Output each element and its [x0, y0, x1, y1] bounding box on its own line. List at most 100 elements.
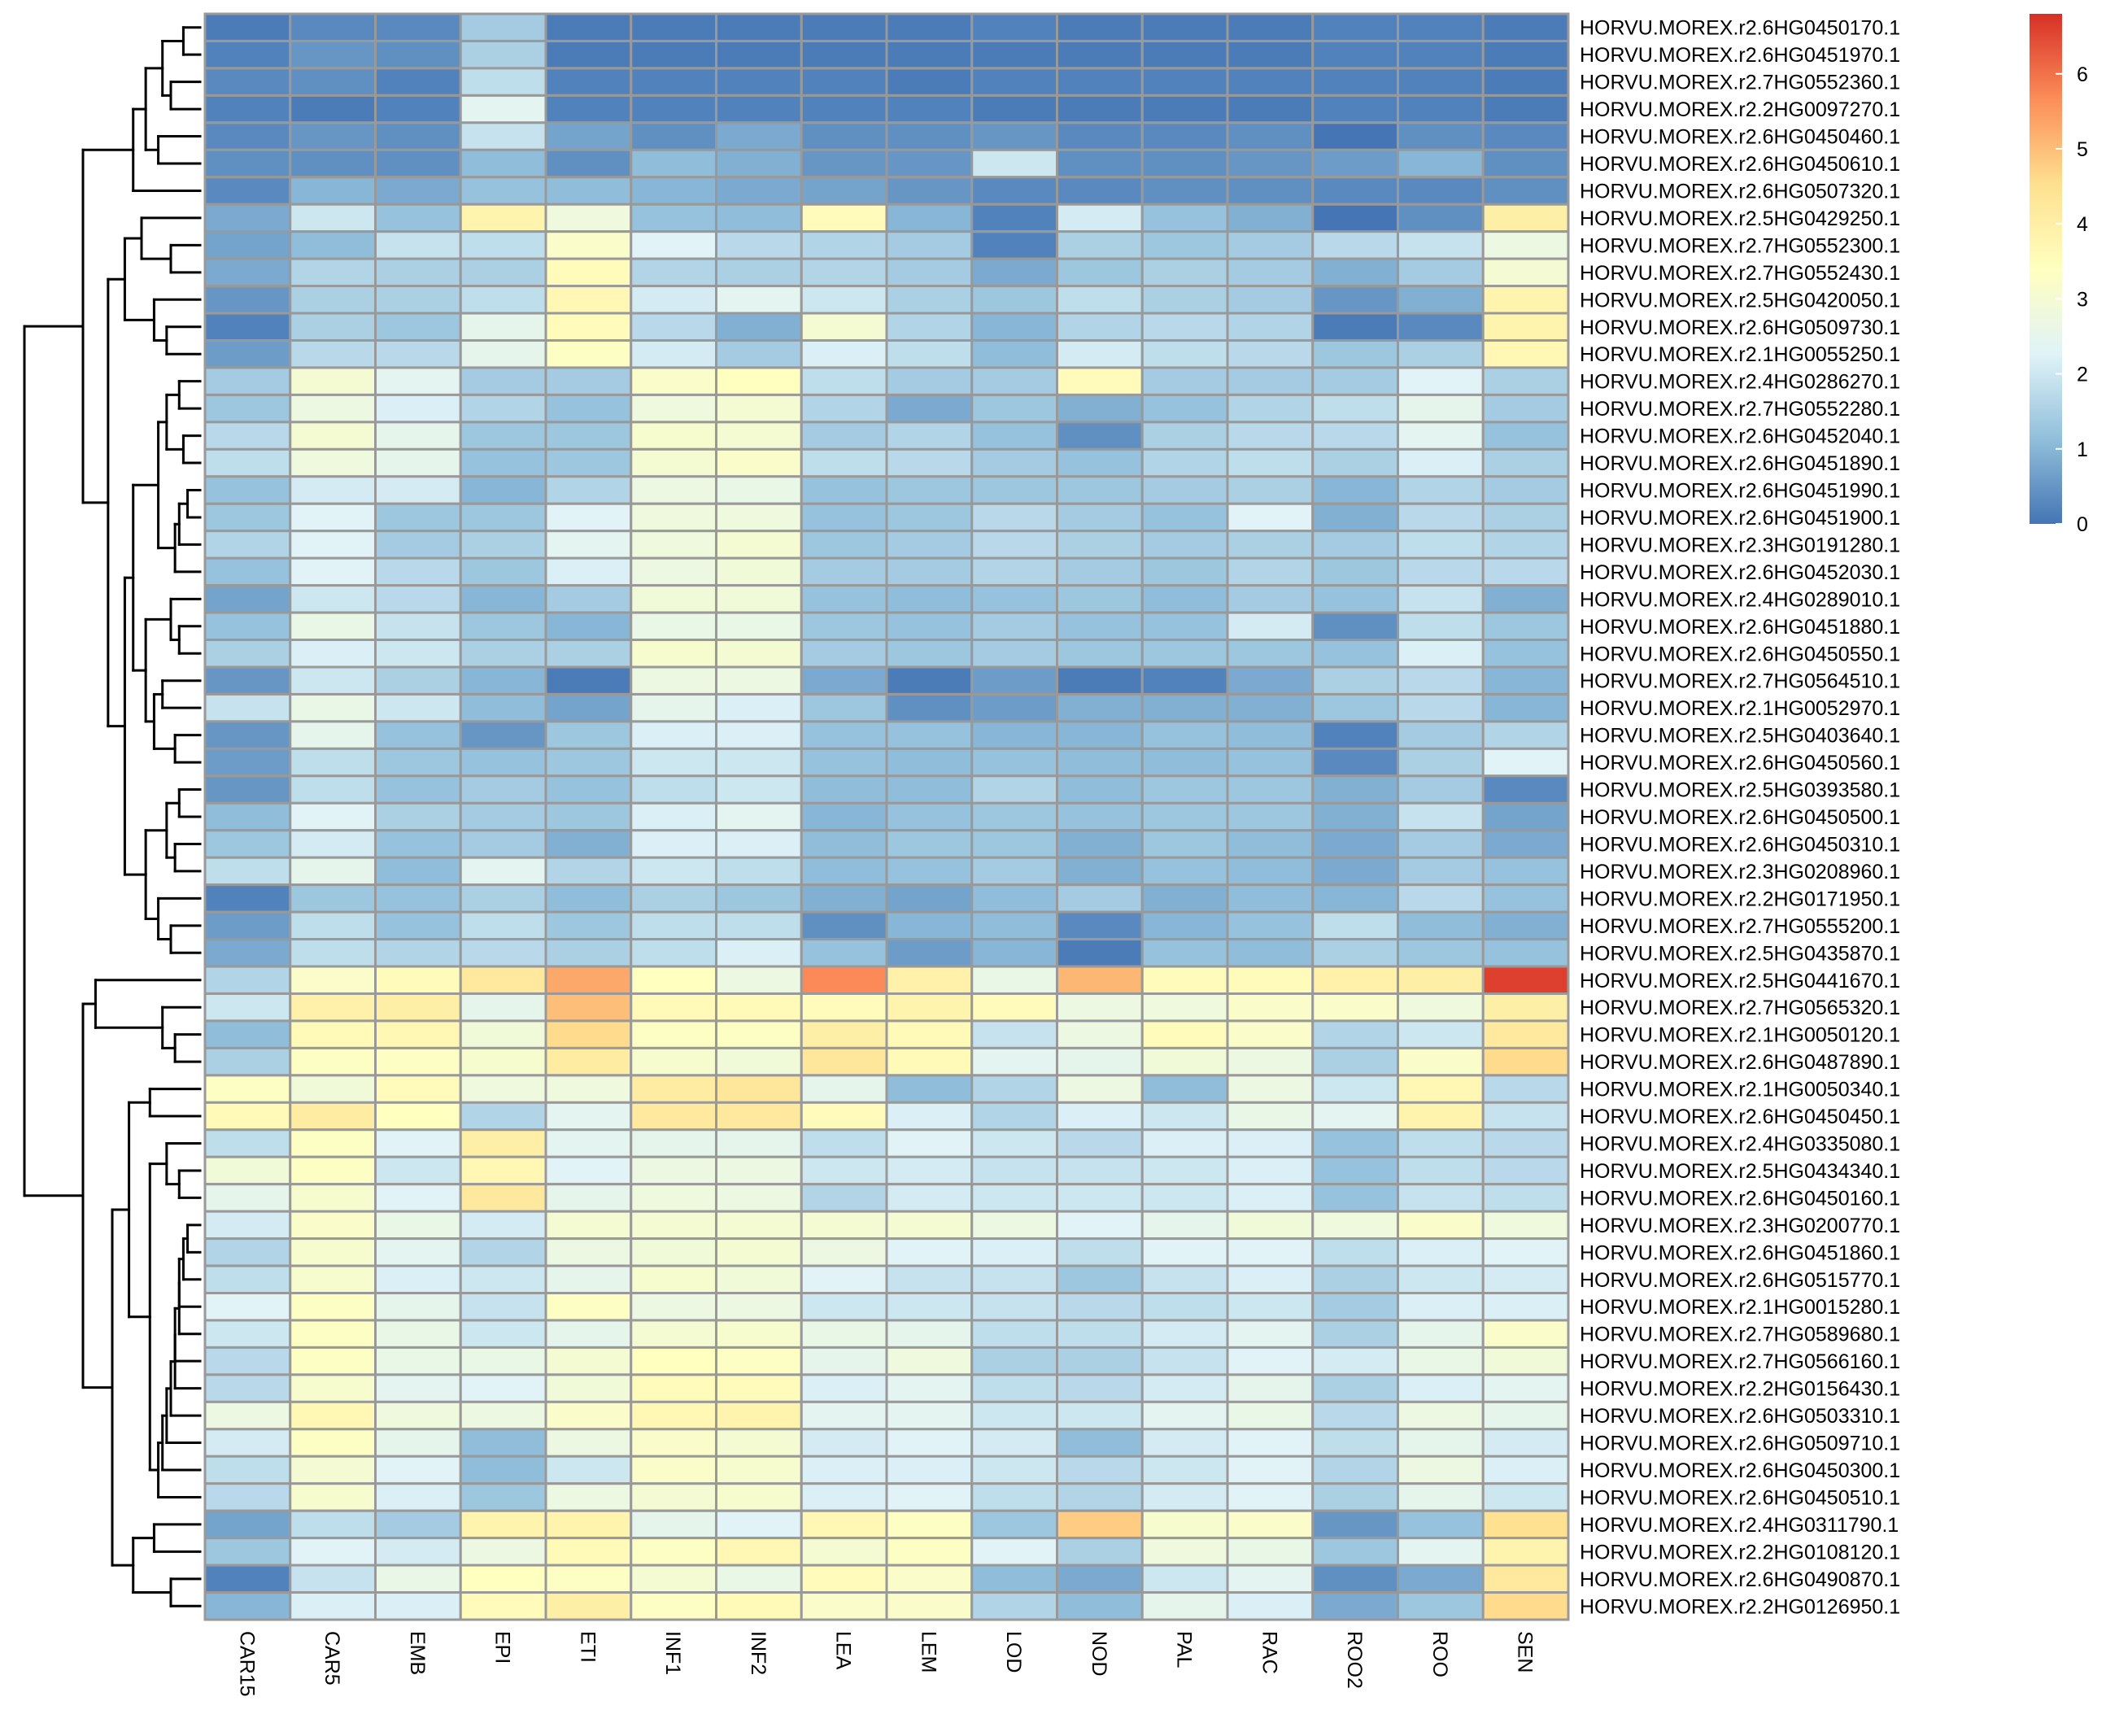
heatmap-cell [1481, 421, 1570, 451]
heatmap-cell [1481, 992, 1570, 1023]
row-label: HORVU.MOREX.r2.6HG0450300.1 [1580, 1459, 1900, 1482]
heatmap-cell [289, 1155, 377, 1186]
heatmap-cell [203, 1373, 292, 1403]
heatmap-cell [1226, 774, 1315, 805]
heatmap-cell [203, 801, 292, 832]
heatmap-cell [715, 965, 803, 995]
heatmap-cell [800, 556, 888, 587]
heatmap-cell [1140, 611, 1229, 642]
heatmap-cell [203, 39, 292, 70]
heatmap-cell [1481, 338, 1570, 369]
heatmap-cell [203, 1074, 292, 1104]
heatmap-cell [885, 502, 974, 533]
heatmap-cell [1311, 1509, 1399, 1540]
heatmap-cell [800, 203, 888, 233]
heatmap-cell [459, 801, 547, 832]
heatmap-cell [1140, 1373, 1229, 1403]
heatmap-cell [1226, 1019, 1315, 1049]
legend-tick-label: 2 [2077, 364, 2088, 386]
heatmap-cell [885, 1264, 974, 1295]
heatmap-cell [544, 584, 633, 614]
heatmap-cell [289, 39, 377, 70]
heatmap-cell [715, 1292, 803, 1322]
heatmap-cell [544, 1346, 633, 1376]
heatmap-cell [970, 938, 1058, 968]
heatmap-cell [1226, 39, 1315, 70]
heatmap-cell [1481, 148, 1570, 179]
heatmap-cell [459, 1292, 547, 1322]
heatmap-cell [203, 94, 292, 124]
heatmap-cell [885, 1455, 974, 1485]
heatmap-cell [374, 12, 462, 42]
heatmap-cell [800, 1482, 888, 1512]
heatmap-cell [800, 67, 888, 97]
heatmap-cell [1481, 829, 1570, 859]
heatmap-cell [1226, 556, 1315, 587]
heatmap-cell [630, 67, 717, 97]
heatmap-cell [1481, 1264, 1570, 1295]
heatmap-cell [459, 1074, 547, 1104]
heatmap-cell [715, 1591, 803, 1621]
heatmap-cell [1481, 1509, 1570, 1540]
heatmap-cell [289, 1455, 377, 1485]
heatmap-cell [1481, 1591, 1570, 1621]
heatmap-cell [203, 176, 292, 206]
heatmap-cell [1311, 910, 1399, 941]
heatmap-cell [1056, 121, 1144, 151]
heatmap-cell [630, 530, 717, 560]
heatmap-cell [630, 94, 717, 124]
heatmap-cell [800, 910, 888, 941]
heatmap-cell [1140, 1428, 1229, 1458]
heatmap-cell [970, 1537, 1058, 1567]
heatmap-cell [885, 1210, 974, 1241]
heatmap-cell [885, 67, 974, 97]
heatmap-cell [1481, 1537, 1570, 1567]
heatmap-cell [1481, 938, 1570, 968]
row-label: HORVU.MOREX.r2.2HG0108120.1 [1580, 1541, 1900, 1564]
heatmap-cell [1397, 1319, 1485, 1349]
heatmap-cell [459, 176, 547, 206]
heatmap-cell [885, 910, 974, 941]
heatmap-cell [544, 366, 633, 396]
heatmap-cell [1140, 338, 1229, 369]
heatmap-cell [885, 774, 974, 805]
heatmap-cell [1056, 584, 1144, 614]
heatmap-cell [715, 829, 803, 859]
heatmap-cell [1397, 1292, 1485, 1322]
heatmap-cell [885, 1537, 974, 1567]
column-label: CAR5 [320, 1631, 343, 1686]
heatmap-cell [1140, 665, 1229, 696]
row-label: HORVU.MOREX.r2.1HG0050340.1 [1580, 1079, 1900, 1101]
heatmap-cell [1056, 1264, 1144, 1295]
heatmap-cell [544, 447, 633, 478]
heatmap-cell [289, 611, 377, 642]
row-label: HORVU.MOREX.r2.2HG0126950.1 [1580, 1595, 1900, 1618]
heatmap-cell [885, 692, 974, 723]
heatmap-cell [1397, 1509, 1485, 1540]
heatmap-cell [630, 39, 717, 70]
column-label: LEM [917, 1631, 940, 1673]
heatmap-cell [1056, 94, 1144, 124]
heatmap-cell [203, 338, 292, 369]
heatmap-cell [970, 1237, 1058, 1267]
heatmap-cell [885, 338, 974, 369]
heatmap-cell [630, 203, 717, 233]
row-label: HORVU.MOREX.r2.5HG0420050.1 [1580, 289, 1900, 312]
heatmap-cell [1481, 692, 1570, 723]
heatmap-cell [1481, 584, 1570, 614]
heatmap-cell [1481, 1428, 1570, 1458]
heatmap-cell [1140, 910, 1229, 941]
heatmap-cell [374, 992, 462, 1023]
heatmap-cell [1311, 1537, 1399, 1567]
heatmap-cell [1397, 801, 1485, 832]
heatmap-cell [715, 1400, 803, 1431]
heatmap-cell [544, 611, 633, 642]
heatmap-cell [715, 230, 803, 260]
heatmap-cell [1056, 502, 1144, 533]
heatmap-cell [1056, 1373, 1144, 1403]
heatmap-cell [289, 1373, 377, 1403]
heatmap-cell [1056, 665, 1144, 696]
heatmap-cell [289, 67, 377, 97]
heatmap-cell [715, 1210, 803, 1241]
